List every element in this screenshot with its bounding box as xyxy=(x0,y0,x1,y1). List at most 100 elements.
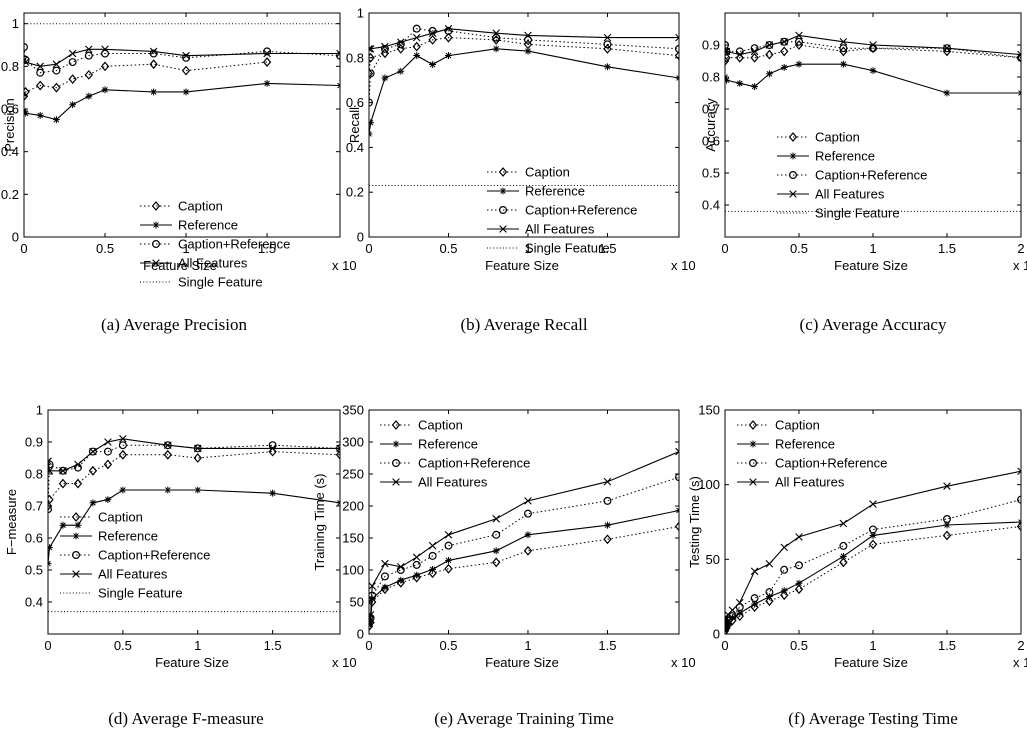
legend: Caption Reference Caption+Reference All Fea… xyxy=(380,418,530,490)
x-exponent-label: x 10 xyxy=(332,258,357,273)
data-point xyxy=(766,70,773,78)
legend-marker xyxy=(392,459,401,468)
chart-panel: 0 0.5 1 1.5 0.4 0.5 0.6 0.7 0.8 0.9 1 Feature Size F… xyxy=(4,403,357,729)
data-point xyxy=(444,531,453,539)
legend-marker xyxy=(749,440,757,448)
data-point xyxy=(943,521,951,529)
legend-marker xyxy=(498,167,508,177)
legend-label: Caption xyxy=(178,199,223,214)
series-group xyxy=(369,447,679,632)
x-tick-label: 0.5 xyxy=(790,638,808,653)
series-group xyxy=(369,24,679,186)
data-point xyxy=(725,47,731,56)
legend-marker xyxy=(391,420,401,430)
data-point xyxy=(101,86,109,94)
data-point xyxy=(869,500,877,508)
data-point xyxy=(780,38,788,46)
data-point xyxy=(118,449,128,460)
series-line xyxy=(369,37,679,74)
data-point xyxy=(100,61,110,72)
series-group xyxy=(24,23,340,124)
data-point xyxy=(603,40,612,49)
data-point xyxy=(263,47,272,56)
chart-panel: 0 0.5 1 1.5 2 0.4 0.5 0.6 0.7 0.8 0.9 Feature Size A… xyxy=(702,12,1027,334)
legend-label: Reference xyxy=(98,529,158,544)
data-point xyxy=(839,46,848,57)
data-point xyxy=(766,593,773,601)
data-point xyxy=(524,497,532,505)
data-point xyxy=(396,40,405,49)
data-point xyxy=(780,543,788,552)
data-point xyxy=(840,552,847,560)
x-tick-label: 0 xyxy=(365,241,372,256)
data-point xyxy=(48,494,54,505)
data-point xyxy=(869,67,877,74)
x-tick-label: 0 xyxy=(721,241,728,256)
data-point xyxy=(381,583,389,591)
data-point xyxy=(24,43,28,52)
data-point xyxy=(36,80,45,91)
y-axis-label: Training Time (s) xyxy=(312,473,327,570)
legend-label: Single Feature xyxy=(98,586,183,601)
data-point xyxy=(1017,467,1021,476)
data-point xyxy=(88,465,98,476)
data-point xyxy=(428,26,437,35)
data-point xyxy=(59,521,67,529)
x-exponent-base: x 10 xyxy=(671,258,696,273)
series-line xyxy=(48,444,340,510)
x-tick-label: 1 xyxy=(869,638,876,653)
subfigure-caption: (f) Average Testing Time xyxy=(788,709,958,728)
data-point xyxy=(381,74,389,82)
x-axis-label: Feature Size xyxy=(143,258,217,273)
y-tick-label: 0.6 xyxy=(1,102,19,117)
data-point xyxy=(1017,518,1021,526)
data-point xyxy=(840,60,847,68)
data-point xyxy=(795,579,803,587)
data-point xyxy=(795,31,803,40)
y-tick-label: 0 xyxy=(357,627,364,642)
data-point xyxy=(445,52,452,59)
data-point xyxy=(380,584,390,595)
x-exponent-base: x 10 xyxy=(671,655,696,670)
y-tick-label: 100 xyxy=(342,563,364,578)
subfigure-caption: (b) Average Recall xyxy=(460,315,587,334)
data-point xyxy=(603,33,612,42)
data-point xyxy=(369,45,375,53)
legend-marker xyxy=(72,532,80,540)
data-point xyxy=(428,551,437,560)
y-tick-label: 200 xyxy=(342,499,364,514)
data-point xyxy=(74,521,82,529)
legend-label: Reference xyxy=(775,437,835,452)
data-point xyxy=(413,52,421,59)
legend-label: Caption+Reference xyxy=(418,456,530,471)
y-tick-label: 350 xyxy=(342,403,364,418)
y-tick-label: 0.6 xyxy=(346,95,364,110)
chart-panel: 0 0.5 1 1.5 2 0 50 100 150 Feature Size Testing Ti… xyxy=(687,403,1027,729)
data-point xyxy=(118,441,127,450)
y-tick-label: 0.8 xyxy=(1,59,19,74)
legend-label: All Features xyxy=(98,567,168,582)
x-tick-label: 1 xyxy=(194,638,201,653)
y-axis-label: Precision xyxy=(2,98,17,151)
data-point xyxy=(795,60,803,68)
y-tick-label: 0 xyxy=(357,230,364,245)
data-point xyxy=(336,82,340,89)
data-point xyxy=(48,560,52,567)
data-point xyxy=(839,44,848,53)
data-point xyxy=(750,47,759,56)
series-group xyxy=(725,31,1021,212)
data-point xyxy=(48,457,52,465)
legend-label: Reference xyxy=(178,218,238,233)
y-axis-label: Testing Time (s) xyxy=(687,476,702,568)
subfigure-caption: (e) Average Training Time xyxy=(434,709,614,728)
legend-label: Single Feature xyxy=(815,206,900,221)
data-point xyxy=(397,38,405,46)
data-point xyxy=(181,65,191,76)
legend-label: Caption+Reference xyxy=(98,548,210,563)
data-point xyxy=(380,44,389,53)
x-tick-label: 1 xyxy=(869,241,876,256)
data-point xyxy=(603,496,612,505)
y-tick-label: 0.4 xyxy=(346,140,364,155)
series-line xyxy=(369,48,679,135)
y-axis-label: Accuracy xyxy=(703,98,718,152)
